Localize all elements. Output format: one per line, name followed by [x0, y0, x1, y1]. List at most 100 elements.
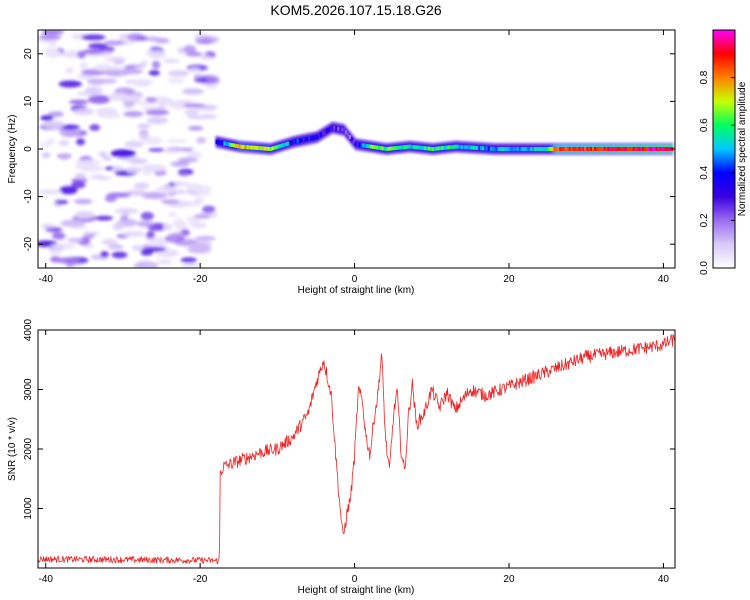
snr-plot-area: [38, 330, 675, 568]
spectrogram-noise-blob: [160, 199, 180, 204]
spectrogram-noise-blob: [147, 49, 167, 59]
spectrogram-ridge-cell: [408, 144, 411, 149]
spectrogram-ridge-cell: [402, 145, 406, 150]
spectrogram-ridge-cell: [443, 145, 446, 150]
spectrogram-ridge-cell: [634, 147, 637, 151]
spectrogram-noise-blob: [98, 78, 118, 84]
spectrogram-ridge-cell: [248, 145, 251, 150]
spectrogram-ridge-cell: [518, 147, 521, 151]
spectrogram-ridge-cell: [624, 147, 628, 151]
spectrogram-ridge-cell: [605, 147, 608, 151]
colorbar-bar: [712, 29, 736, 269]
spectrogram-ridge-cell: [368, 144, 371, 149]
spectrogram-ridge-cell: [474, 145, 477, 150]
spectrogram-ridge-cell: [543, 147, 546, 151]
spectrogram-noise-blob: [131, 244, 144, 251]
spectrogram-ridge-cell: [325, 129, 328, 134]
spectrogram-noise-blob: [167, 70, 190, 77]
spectrogram-ridge-cell: [215, 139, 218, 144]
spectrogram-ridge-cell: [657, 147, 660, 151]
spectrogram-noise-blob: [170, 161, 190, 167]
spectrogram-noise-blob: [59, 153, 69, 161]
spectrogram-noise-blob: [188, 185, 212, 193]
spectrogram-ridge-cell: [505, 147, 508, 151]
spectrogram-ridge-cell: [308, 136, 311, 141]
spectrogram-ridge-cell: [433, 146, 436, 151]
spectrogram-ridge-cell: [422, 146, 425, 151]
spectrogram-noise-blob: [67, 237, 83, 243]
spectrogram-ridge-cell: [458, 144, 462, 149]
spectrogram-ridge-cell: [557, 147, 560, 151]
spectrogram-noise-blob: [112, 222, 124, 231]
spectrogram-noise-blob: [162, 223, 173, 231]
spectrogram-y-tick-label: -10: [23, 189, 34, 204]
spectrogram-noise-blob: [134, 36, 151, 41]
spectrogram-x-ticks: -40 -20 0 20 40: [38, 30, 669, 285]
spectrogram-ridge-cell: [379, 146, 382, 151]
spectrogram-noise-blob: [41, 151, 51, 159]
spectrogram-ridge-cell: [667, 147, 670, 151]
spectrogram-ridge-cell: [391, 146, 394, 151]
spectrogram-x-tick-label: -20: [193, 274, 208, 285]
spectrogram-ridge-cell: [335, 126, 338, 131]
spectrogram-ridge-cell: [418, 145, 421, 150]
spectrogram-ridge-cell: [476, 145, 479, 150]
spectrogram-ridge-cell: [574, 147, 577, 151]
spectrogram-noise-blob: [193, 74, 203, 79]
spectrogram-noise-blob: [107, 244, 124, 250]
spectrogram-noise-blob: [144, 136, 163, 145]
spectrogram-noise-blob: [188, 67, 201, 72]
spectrogram-ridge-cell: [526, 147, 529, 151]
spectrogram-ridge-cell: [495, 147, 498, 151]
spectrogram-ridge-cell: [397, 145, 400, 150]
spectrogram-noise-blob: [146, 36, 161, 42]
spectrogram-noise-blob: [148, 69, 160, 76]
spectrogram-ridge-cell: [275, 145, 278, 150]
spectrogram-ridge: [215, 121, 674, 155]
spectrogram-ridge-cell: [566, 147, 570, 151]
spectrogram-ridge-cell: [387, 146, 390, 151]
spectrogram-ridge-cell: [620, 147, 624, 151]
spectrogram-ridge-cell: [462, 145, 465, 150]
spectrogram-ridge-cell: [348, 135, 351, 140]
spectrogram-ridge-cell: [534, 147, 537, 151]
spectrogram-ridge-cell: [312, 135, 315, 140]
colorbar-tick-label: 0.6: [699, 118, 710, 132]
spectrogram-ridge-cell: [480, 146, 483, 151]
spectrogram-ridge-cell: [516, 147, 519, 151]
spectrogram-noise-blob: [71, 178, 88, 183]
spectrogram-noise-blob: [139, 131, 149, 141]
spectrogram-ridge-cell: [296, 139, 299, 144]
spectrogram-ridge-cell: [622, 147, 626, 151]
spectrogram-noise-blob: [119, 95, 142, 103]
spectrogram-ridge-cell: [549, 147, 552, 151]
spectrogram-noise-blob: [190, 222, 208, 229]
spectrogram-ridge-cell: [294, 139, 297, 144]
spectrogram-noise-blob: [148, 148, 165, 152]
spectrogram-y-tick-label: -20: [23, 237, 34, 252]
spectrogram-noise-blob: [124, 140, 144, 149]
spectrogram-ridge-cell: [501, 147, 504, 151]
spectrogram-noise-blob: [147, 116, 169, 124]
spectrogram-ridge-cell: [317, 133, 321, 138]
spectrogram-noise-blob: [194, 213, 211, 219]
spectrogram-ridge-cell: [258, 146, 261, 151]
spectrogram-ridge-cell: [441, 146, 444, 151]
spectrogram-y-tick-label: 20: [23, 48, 34, 60]
spectrogram-noise-blob: [167, 188, 183, 195]
spectrogram-ridge-cell: [642, 147, 645, 151]
spectrogram-noise-blob: [104, 195, 117, 203]
spectrogram-noise-blob: [137, 81, 151, 86]
spectrogram-noise-blob: [58, 140, 70, 146]
spectrogram-ridge-cell: [507, 147, 510, 151]
spectrogram-ridge-cell: [453, 144, 456, 149]
spectrogram-ridge-cell: [663, 147, 666, 151]
spectrogram-noise-blob: [102, 156, 113, 161]
spectrogram-noise-blob: [89, 124, 101, 131]
spectrogram-ridge-cell: [638, 147, 641, 151]
spectrogram-ridge-cell: [553, 147, 556, 151]
spectrogram-ridge-cell: [412, 145, 415, 150]
spectrogram-ridge-cell: [364, 143, 367, 148]
snr-y-ticks: 1000 2000 3000 4000: [23, 318, 675, 520]
spectrogram-ridge-cell: [617, 147, 620, 151]
